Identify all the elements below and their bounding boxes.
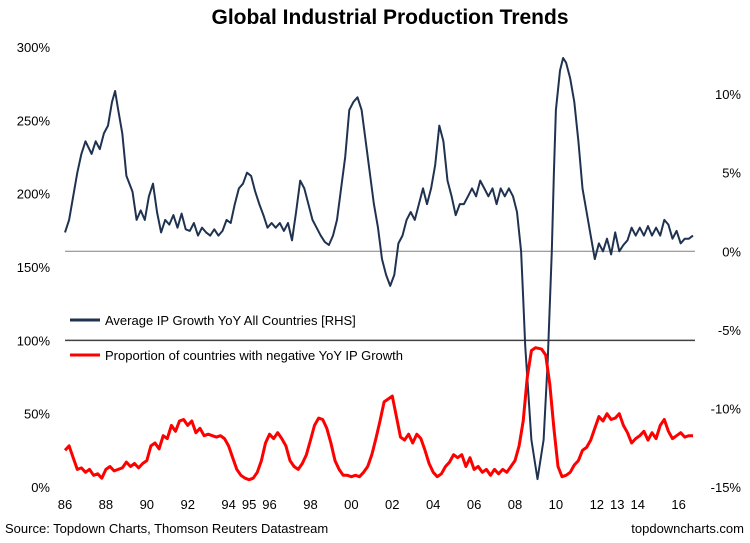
- x-tick-label: 08: [508, 497, 522, 512]
- x-tick-label: 88: [99, 497, 113, 512]
- series-group: [63, 57, 694, 482]
- x-tick-label: 06: [467, 497, 481, 512]
- legend-label-negative-proportion: Proportion of countries with negative Yo…: [105, 348, 403, 363]
- right-axis-ticks: -15% -10% -5% 0% 5% 10%: [711, 87, 742, 495]
- x-tick-label: 95: [242, 497, 256, 512]
- right-tick-label: 0%: [722, 244, 741, 259]
- x-tick-label: 02: [385, 497, 399, 512]
- series-line-0: [64, 57, 694, 481]
- left-tick-label: 50%: [24, 407, 50, 422]
- x-tick-label: 13: [610, 497, 624, 512]
- left-tick-label: 300%: [17, 40, 51, 55]
- x-tick-label: 16: [671, 497, 685, 512]
- left-tick-label: 100%: [17, 333, 51, 348]
- legend-label-average-ip: Average IP Growth YoY All Countries [RHS…: [105, 313, 356, 328]
- right-tick-label: -15%: [711, 480, 742, 495]
- right-tick-label: -10%: [711, 401, 742, 416]
- legend-average-ip: Average IP Growth YoY All Countries [RHS…: [70, 313, 356, 328]
- left-axis-ticks: 0% 50% 100% 150% 200% 250% 300%: [17, 40, 51, 495]
- x-tick-label: 10: [549, 497, 563, 512]
- left-tick-label: 250%: [17, 113, 51, 128]
- chart-title: Global Industrial Production Trends: [211, 6, 568, 29]
- right-tick-label: 10%: [715, 87, 741, 102]
- x-tick-label: 86: [58, 497, 72, 512]
- x-tick-label: 94: [221, 497, 235, 512]
- x-tick-label: 00: [344, 497, 358, 512]
- x-axis-ticks: 86 88 90 92 94 95 96 98 00 02 04 06 08 10 12 13 14 16: [58, 497, 686, 512]
- x-tick-label: 90: [140, 497, 154, 512]
- right-tick-label: -5%: [718, 323, 742, 338]
- x-tick-label: 96: [262, 497, 276, 512]
- source-note: Source: Topdown Charts, Thomson Reuters …: [5, 521, 328, 536]
- left-tick-label: 200%: [17, 187, 51, 202]
- x-tick-label: 92: [180, 497, 194, 512]
- left-tick-label: 0%: [31, 480, 50, 495]
- x-tick-label: 12: [590, 497, 604, 512]
- x-tick-label: 14: [630, 497, 644, 512]
- series-line-1: [63, 346, 693, 482]
- legend-negative-proportion: Proportion of countries with negative Yo…: [70, 348, 403, 363]
- right-tick-label: 5%: [722, 166, 741, 181]
- left-tick-label: 150%: [17, 260, 51, 275]
- x-tick-label: 04: [426, 497, 440, 512]
- x-tick-label: 98: [303, 497, 317, 512]
- watermark: topdowncharts.com: [631, 521, 744, 536]
